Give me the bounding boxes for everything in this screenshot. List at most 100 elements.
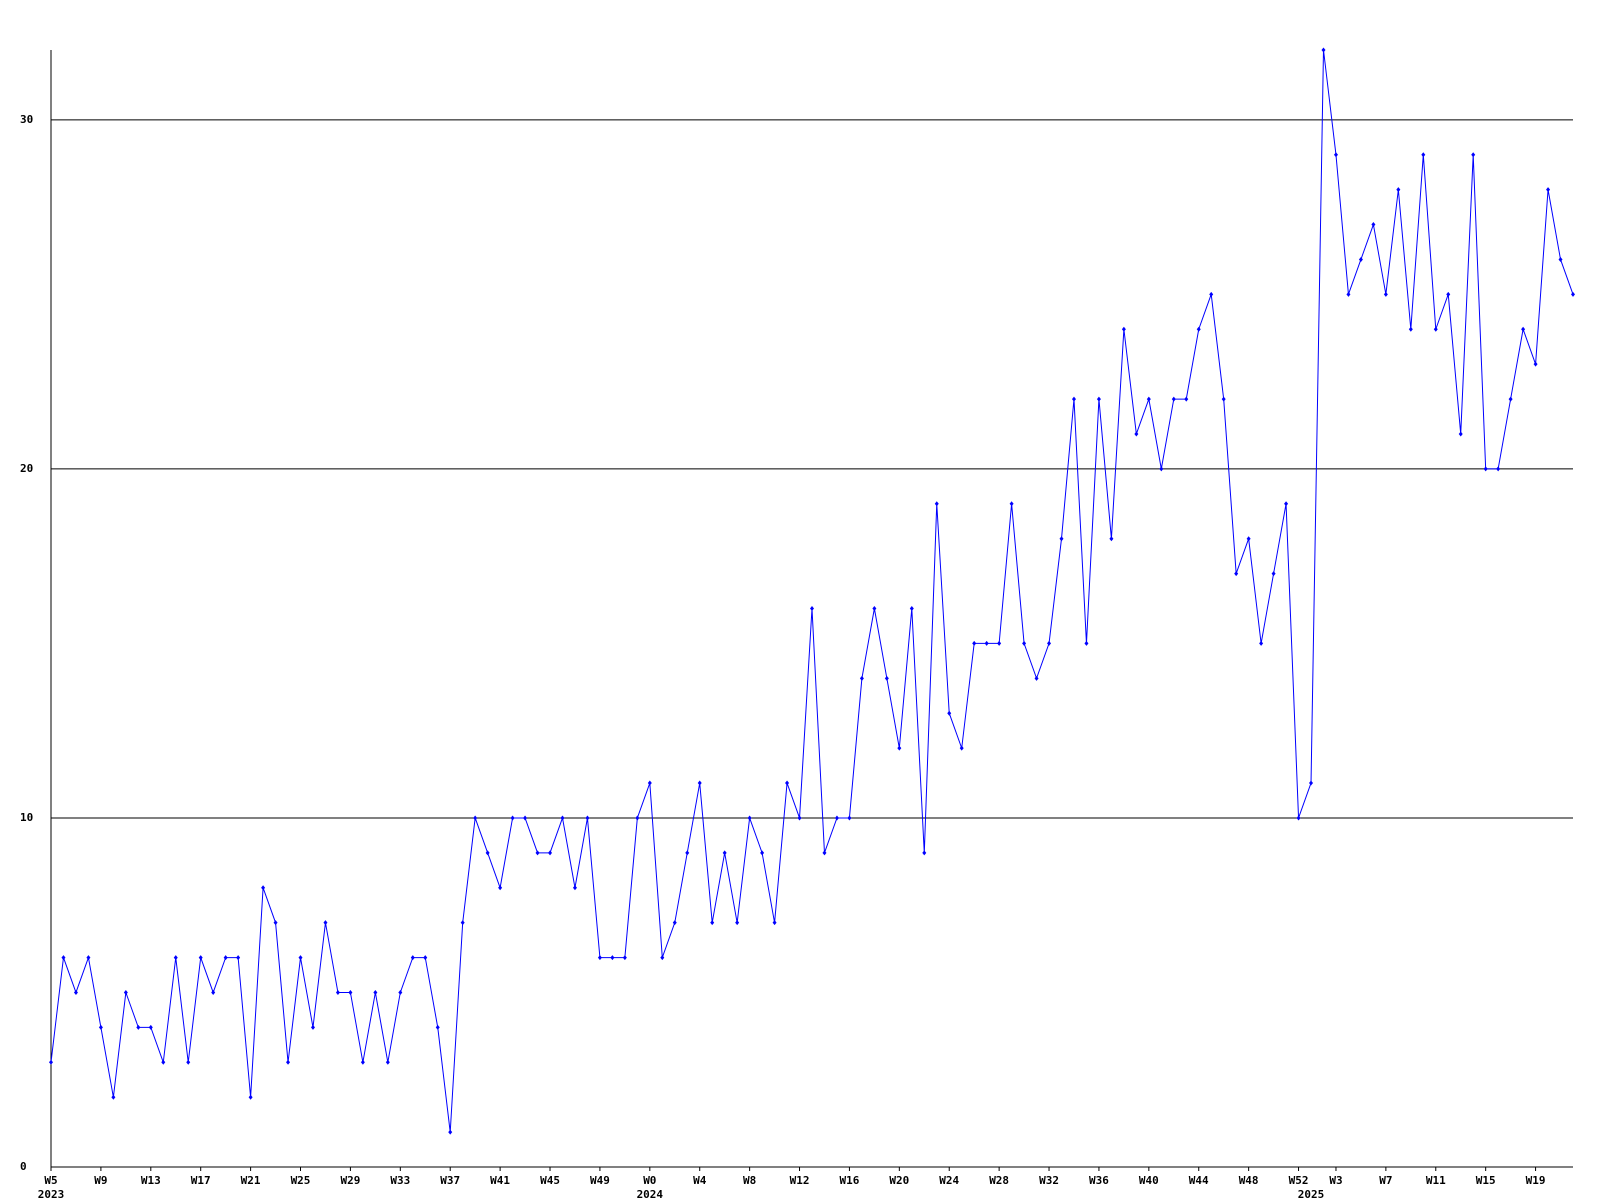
data-point <box>1209 291 1214 297</box>
data-point <box>560 815 565 821</box>
x-tick-label: W48 <box>1239 1174 1259 1187</box>
data-point <box>286 1059 291 1065</box>
data-point <box>834 815 839 821</box>
data-point <box>1159 466 1164 472</box>
data-point <box>859 675 864 681</box>
data-point <box>398 989 403 995</box>
data-point <box>186 1059 191 1065</box>
data-point <box>760 850 765 856</box>
x-tick-label: W16 <box>839 1174 859 1187</box>
data-point <box>1121 326 1126 332</box>
data-point <box>136 1024 141 1030</box>
data-point <box>810 606 814 611</box>
x-tick-label: W12 <box>790 1174 810 1187</box>
data-point <box>1309 780 1314 786</box>
data-point <box>984 640 989 646</box>
data-point <box>111 1094 116 1100</box>
data-point <box>211 989 216 995</box>
x-tick-label: W21 <box>241 1174 261 1187</box>
data-point <box>1333 152 1338 158</box>
data-point <box>348 989 353 995</box>
data-point <box>523 815 528 821</box>
data-point <box>49 1059 53 1065</box>
data-point <box>1109 536 1114 542</box>
data-point <box>198 955 203 961</box>
x-tick-label: W0 <box>643 1174 656 1187</box>
data-point <box>685 850 690 856</box>
data-point <box>622 955 627 961</box>
data-point <box>1558 256 1563 262</box>
data-point <box>1259 640 1264 646</box>
x-tick-label: W29 <box>340 1174 360 1187</box>
x-tick-label: W28 <box>989 1174 1009 1187</box>
data-point <box>248 1094 253 1100</box>
x-tick-label: W33 <box>390 1174 410 1187</box>
data-point <box>323 920 328 926</box>
data-point <box>797 815 802 821</box>
data-point <box>922 850 927 856</box>
data-point <box>909 606 914 611</box>
data-point <box>884 675 889 681</box>
x-tick-label: W52 <box>1289 1174 1309 1187</box>
data-point <box>1396 187 1401 193</box>
data-point <box>1496 466 1501 472</box>
data-point <box>236 955 241 961</box>
x-tick-label: W24 <box>939 1174 959 1187</box>
y-tick-label: 30 <box>20 113 33 126</box>
x-tick-label: W11 <box>1426 1174 1446 1187</box>
data-point <box>1084 640 1089 646</box>
data-point <box>1433 326 1438 332</box>
x-tick-label: W40 <box>1139 1174 1159 1187</box>
x-tick-label: W20 <box>889 1174 909 1187</box>
x-group-label: 2024 <box>637 1188 664 1200</box>
data-point <box>1034 675 1039 681</box>
x-tick-label: W8 <box>743 1174 756 1187</box>
data-point <box>510 815 515 821</box>
data-point <box>1296 815 1301 821</box>
x-tick-label: W7 <box>1379 1174 1392 1187</box>
y-tick-label: 10 <box>20 811 33 824</box>
data-point <box>86 955 91 961</box>
data-point <box>1059 536 1064 542</box>
data-point <box>735 920 740 926</box>
data-point <box>722 850 727 856</box>
data-point <box>1221 396 1226 402</box>
x-tick-label: W45 <box>540 1174 560 1187</box>
data-point <box>498 885 503 891</box>
data-point <box>1284 501 1289 507</box>
data-point <box>1483 466 1488 472</box>
data-point <box>585 815 590 821</box>
data-point <box>1458 431 1463 437</box>
data-point <box>535 850 540 856</box>
y-tick-label: 20 <box>20 462 33 475</box>
x-tick-label: W13 <box>141 1174 161 1187</box>
data-point <box>610 955 615 961</box>
data-point <box>223 955 228 961</box>
x-tick-label: W4 <box>693 1174 707 1187</box>
x-tick-label: W32 <box>1039 1174 1059 1187</box>
data-point <box>1446 291 1451 297</box>
data-point <box>1009 501 1014 507</box>
data-point <box>548 850 553 856</box>
data-point <box>997 640 1002 646</box>
data-point <box>1521 326 1526 332</box>
data-point <box>747 815 752 821</box>
data-point <box>1508 396 1513 402</box>
data-point <box>597 955 602 961</box>
data-point <box>273 920 278 926</box>
data-point <box>148 1024 153 1030</box>
data-point <box>872 606 877 611</box>
x-tick-label: W5 <box>44 1174 57 1187</box>
data-point <box>934 501 939 507</box>
data-point <box>448 1129 453 1135</box>
data-point <box>1246 536 1251 542</box>
data-point <box>261 885 266 891</box>
data-point <box>1408 326 1413 332</box>
data-point <box>1533 361 1538 367</box>
x-tick-label: W19 <box>1526 1174 1546 1187</box>
data-point <box>310 1024 315 1030</box>
data-point <box>173 955 178 961</box>
data-point <box>1184 396 1189 402</box>
data-point <box>435 1024 440 1030</box>
